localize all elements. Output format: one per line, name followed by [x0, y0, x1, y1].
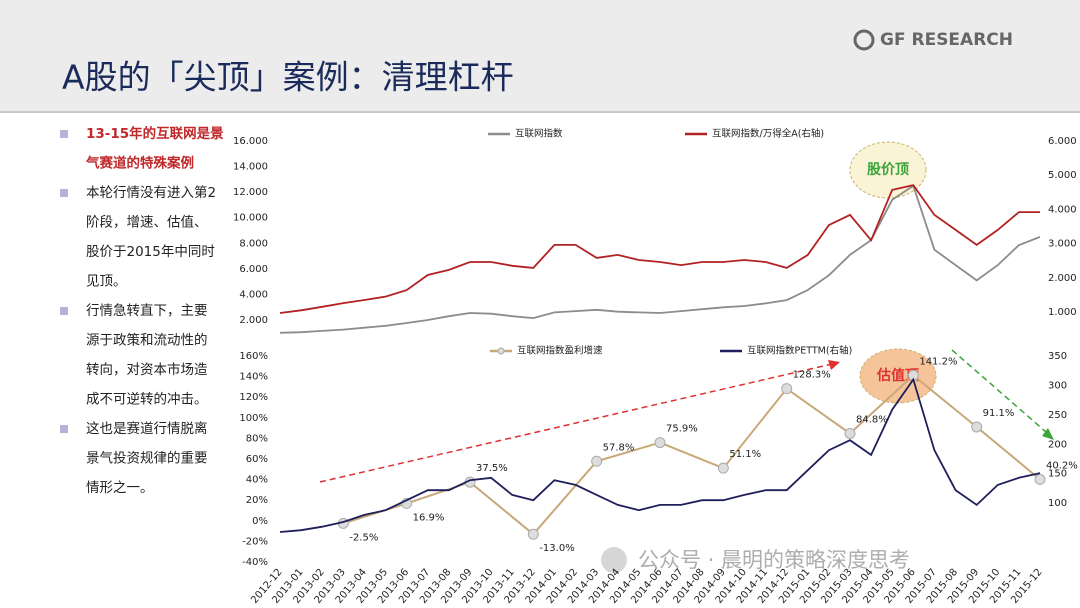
value-label: 40.2% [1046, 460, 1078, 471]
y2-tick-label: 3.000 [1048, 239, 1077, 250]
y-tick-label: 10.000 [233, 213, 268, 224]
trend-arrow [319, 363, 833, 483]
header-bg [0, 0, 1080, 112]
value-label: 51.1% [729, 449, 761, 460]
watermark: 公众号 · 晨明的策略深度思考 [601, 547, 910, 573]
y-tick-label: 8.000 [239, 238, 268, 249]
legend-label: 互联网指数PETTM(右轴) [747, 345, 852, 357]
point-marker [844, 427, 856, 439]
bullet-marker [60, 425, 68, 433]
point-marker [971, 421, 983, 433]
value-label: 16.9% [413, 512, 445, 523]
y2-tick-label: 150 [1048, 469, 1067, 480]
trend-arrow [951, 349, 1047, 433]
bullet-text: 源于政策和流动性的 [86, 332, 208, 349]
y-tick-label: 6.000 [239, 264, 268, 275]
legend-label: 互联网指数盈利增速 [517, 345, 603, 357]
arrow-head [1042, 428, 1054, 440]
point-marker [527, 528, 539, 540]
watermark-icon [601, 547, 627, 573]
y-tick-label: 16.000 [233, 136, 268, 147]
value-label: 37.5% [476, 463, 508, 474]
value-label: 128.3% [793, 370, 831, 381]
y2-tick-label: 6.000 [1048, 136, 1077, 147]
value-label: 57.8% [603, 442, 635, 453]
bullet-marker [60, 130, 68, 138]
bullet-marker [60, 307, 68, 315]
logo: GF RESEARCH [853, 29, 1013, 51]
bullet-text: 这也是赛道行情脱离 [86, 420, 208, 437]
logo-icon [853, 29, 875, 51]
arrow-head [828, 360, 840, 370]
y-tick-label: 2.000 [239, 315, 268, 326]
logo-text: GF RESEARCH [880, 30, 1013, 50]
bullet-text: 本轮行情没有进入第2 [86, 184, 216, 201]
value-label: 141.2% [919, 356, 957, 367]
point-marker [717, 462, 729, 474]
y-tick-label: 120% [239, 392, 268, 403]
series-line [342, 374, 1041, 536]
y-tick-label: -40% [242, 557, 268, 568]
y2-tick-label: 4.000 [1048, 204, 1077, 215]
bullet-text: 情形之一。 [86, 480, 154, 496]
series-line [279, 377, 1041, 533]
value-label: -13.0% [539, 543, 574, 554]
y2-tick-label: 350 [1048, 351, 1067, 362]
bullet-text: 阶段，增速、估值、 [86, 215, 208, 231]
y2-tick-label: 250 [1048, 410, 1067, 421]
legend-marker [497, 347, 505, 355]
y-tick-label: 60% [246, 454, 268, 465]
y-tick-label: 0% [252, 516, 268, 527]
y2-tick-label: 100 [1048, 498, 1067, 509]
y-tick-label: 80% [246, 433, 268, 444]
bullet-text: 见顶。 [86, 274, 127, 290]
y-tick-label: 4.000 [239, 289, 268, 300]
bullet-text: 股价于2015年中同时 [86, 244, 215, 260]
point-marker [1034, 473, 1046, 485]
value-label: -2.5% [349, 532, 378, 543]
y2-tick-label: 5.000 [1048, 170, 1077, 181]
annotation: 股价顶 [867, 162, 909, 178]
y-tick-label: 160% [239, 351, 268, 362]
bullet-text: 转向，对资本市场造 [86, 361, 208, 378]
y-tick-label: 20% [246, 495, 268, 506]
y2-tick-label: 1.000 [1048, 307, 1077, 318]
bullet-text: 13-15年的互联网是景 [86, 125, 224, 142]
legend-label: 互联网指数/万得全A(右轴) [712, 128, 824, 140]
y-tick-label: 12.000 [233, 187, 268, 198]
value-label: 91.1% [983, 408, 1015, 419]
point-marker [654, 437, 666, 449]
y-tick-label: 100% [239, 413, 268, 424]
point-marker [591, 455, 603, 467]
slide-title: A股的「尖顶」案例：清理杠杆 [62, 58, 514, 97]
watermark-text: 公众号 · 晨明的策略深度思考 [638, 548, 910, 572]
y2-tick-label: 2.000 [1048, 273, 1077, 284]
value-label: 75.9% [666, 424, 698, 435]
legend-label: 互联网指数 [515, 128, 563, 140]
bullet-marker [60, 189, 68, 197]
y-tick-label: -20% [242, 536, 268, 547]
y-tick-label: 140% [239, 372, 268, 383]
value-label: 84.8% [856, 414, 888, 425]
y2-tick-label: 200 [1048, 439, 1067, 450]
y-tick-label: 40% [246, 475, 268, 486]
bullet-text: 景气投资规律的重要 [86, 451, 208, 467]
bullet-text: 行情急转直下，主要 [86, 303, 208, 319]
series-line [279, 184, 1040, 314]
point-marker [781, 383, 793, 395]
bullet-text: 气赛道的特殊案例 [85, 155, 194, 172]
y-tick-label: 14.000 [233, 162, 268, 173]
series-line [279, 184, 1041, 334]
y2-tick-label: 300 [1048, 380, 1067, 391]
bullet-text: 成不可逆转的冲击。 [86, 392, 208, 408]
